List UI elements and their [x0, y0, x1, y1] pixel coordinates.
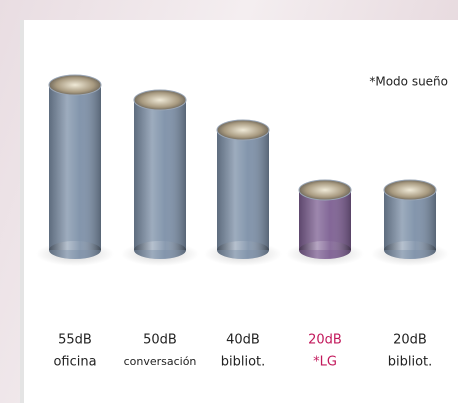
page: *Modo sueño 55dB oficina 50dB conversación 4…	[0, 0, 458, 403]
category-label: oficina	[53, 355, 96, 370]
cylinder-top-photo	[299, 180, 351, 200]
cylinder-shading	[217, 130, 269, 250]
cylinder-top-photo	[49, 75, 101, 95]
cylinder-bottom-shading	[49, 241, 101, 259]
cylinder-bottom-shading	[134, 241, 186, 259]
cylinder-top-photo	[384, 180, 436, 200]
value-label: 20dB	[393, 333, 427, 348]
category-label: *LG	[313, 355, 337, 370]
cylinder-top-photo	[217, 120, 269, 140]
cylinder-bottom-shading	[217, 241, 269, 259]
value-label: 20dB	[308, 333, 342, 348]
category-label: conversación	[124, 355, 197, 368]
chart: *Modo sueño 55dB oficina 50dB conversación 4…	[0, 0, 458, 403]
value-label: 55dB	[58, 333, 92, 348]
category-label: bibliot.	[221, 355, 266, 370]
annotation: *Modo sueño	[369, 75, 448, 89]
cylinder-shading	[134, 100, 186, 250]
cylinder-bottom-shading	[384, 241, 436, 259]
value-label: 50dB	[143, 333, 177, 348]
cylinder-top-photo	[134, 90, 186, 110]
category-label: bibliot.	[388, 355, 433, 370]
cylinder-bottom-shading	[299, 241, 351, 259]
cylinder-shading	[49, 85, 101, 250]
value-label: 40dB	[226, 333, 260, 348]
panel-edge	[20, 20, 24, 403]
